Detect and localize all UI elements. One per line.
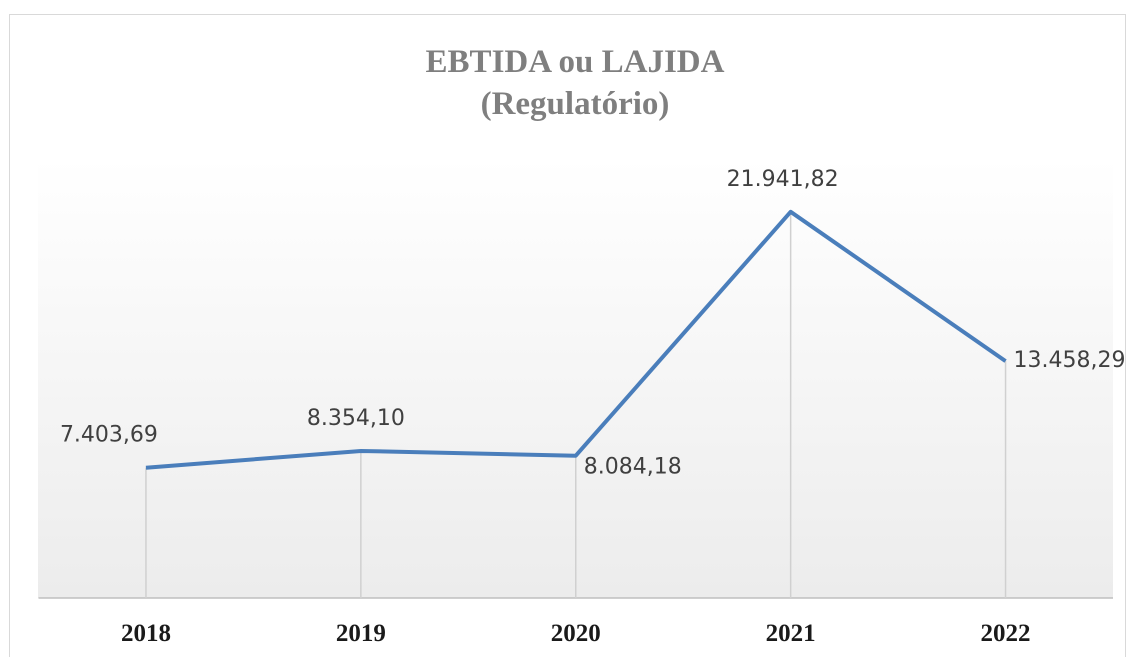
data-label: 21.941,82 bbox=[727, 167, 839, 192]
x-tick-label: 2021 bbox=[766, 620, 816, 647]
data-label: 13.458,29 bbox=[1014, 348, 1126, 373]
x-tick-label: 2020 bbox=[551, 620, 601, 647]
chart-title: (Regulatório) bbox=[481, 86, 670, 122]
chart-title: EBTIDA ou LAJIDA bbox=[426, 44, 725, 80]
x-tick-label: 2018 bbox=[121, 620, 171, 647]
data-label: 7.403,69 bbox=[60, 423, 158, 448]
x-tick-label: 2019 bbox=[336, 620, 386, 647]
series-line bbox=[145, 209, 1007, 470]
x-tick-label: 2022 bbox=[981, 620, 1031, 647]
data-label: 8.084,18 bbox=[584, 455, 682, 480]
data-label: 8.354,10 bbox=[307, 406, 405, 431]
